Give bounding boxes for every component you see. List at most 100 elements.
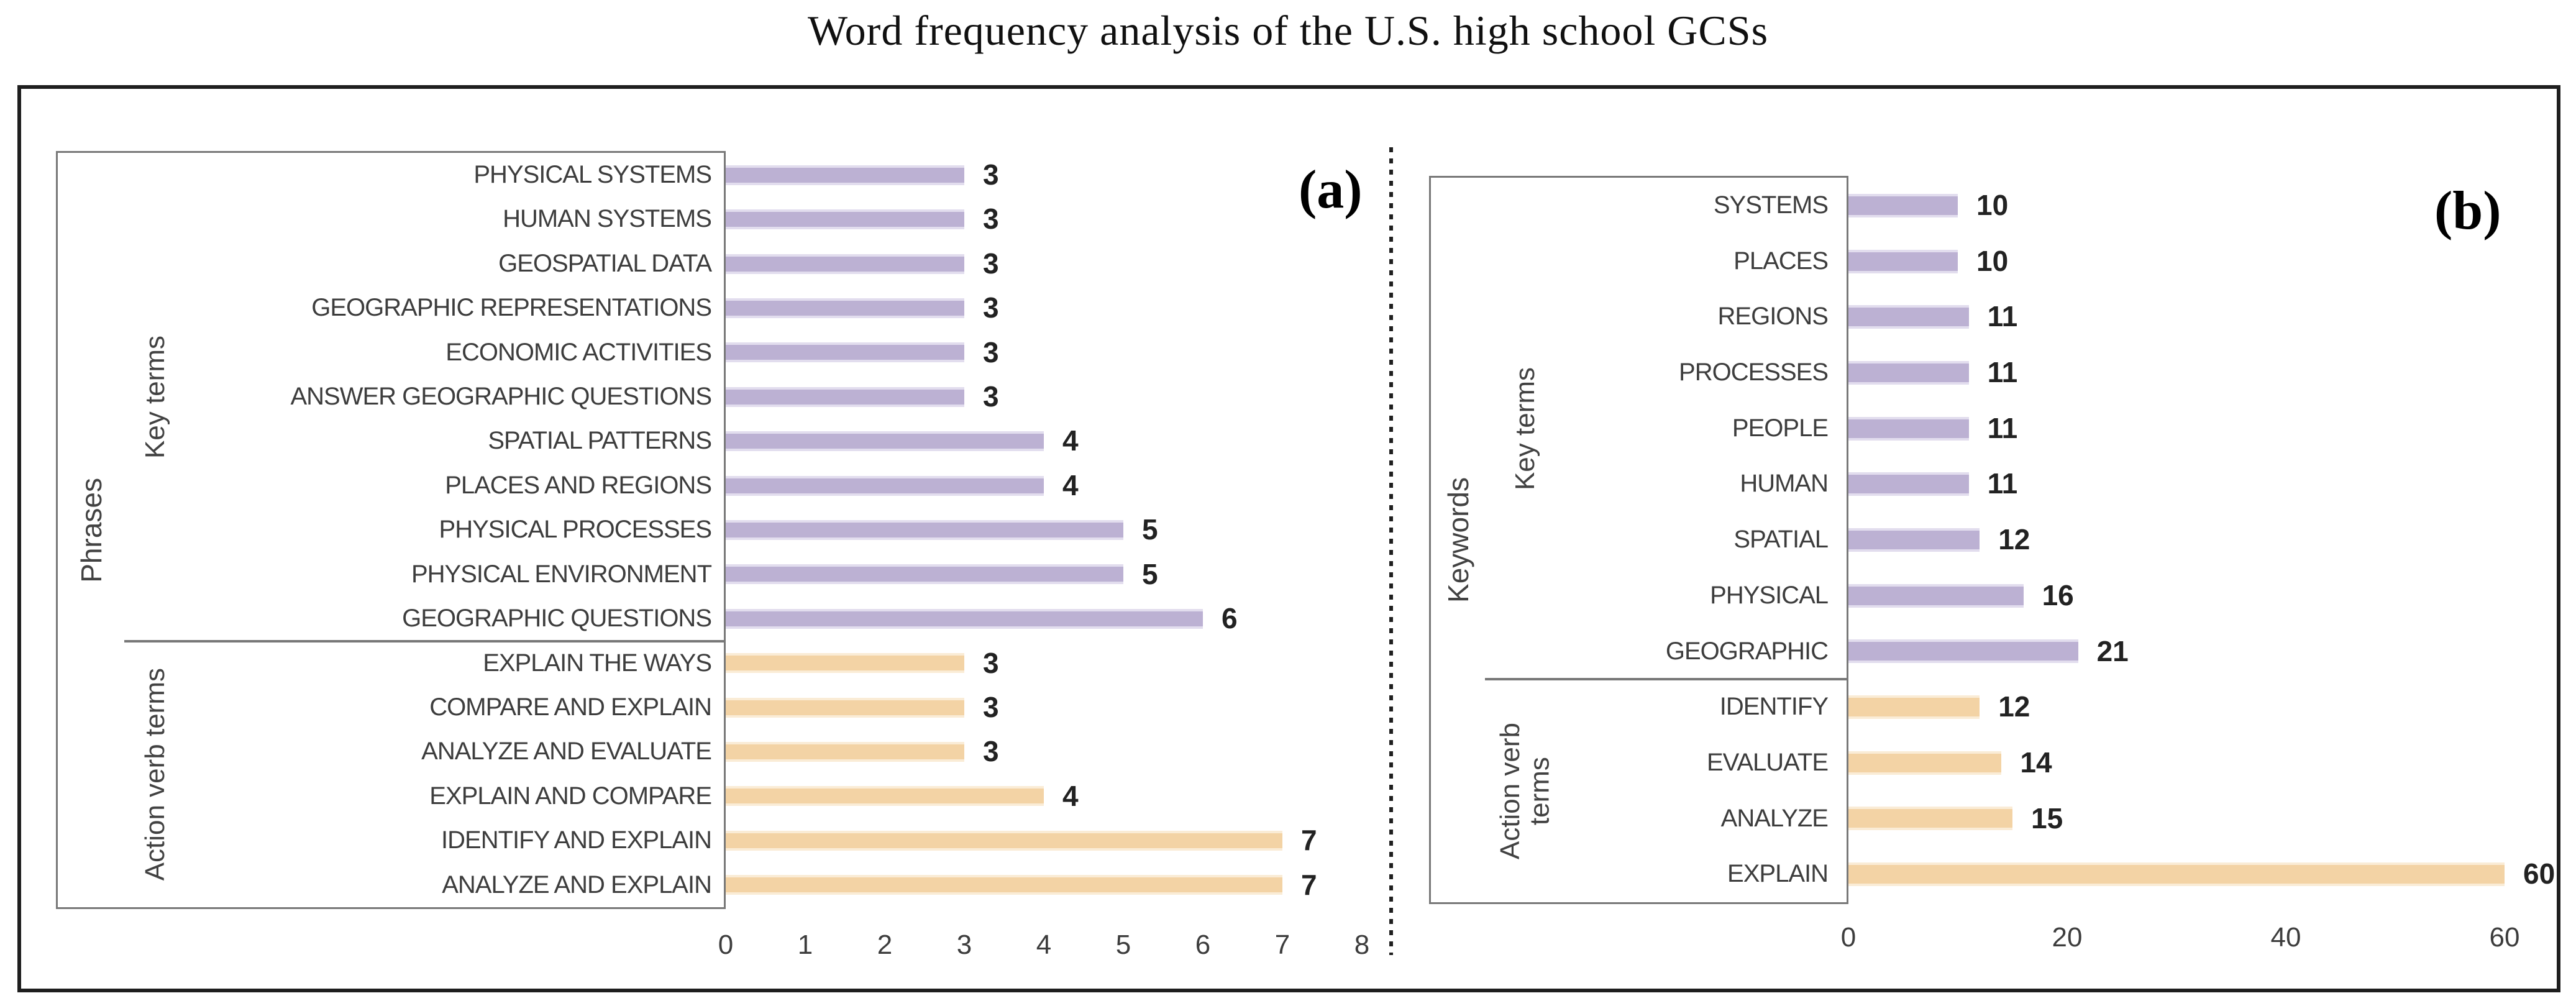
frequency-bar <box>726 653 964 674</box>
frequency-bar <box>1848 305 1969 329</box>
frequency-bar <box>726 875 1282 895</box>
category-label: ECONOMIC ACTIVITIES <box>445 338 712 366</box>
category-label: PLACES <box>1733 247 1829 275</box>
value-label: 4 <box>1062 779 1079 812</box>
category-label: ANALYZE <box>1720 804 1829 832</box>
value-label: 3 <box>983 735 999 768</box>
panel-letter: (a) <box>1299 160 1363 220</box>
value-label: 3 <box>983 380 999 413</box>
value-label: 7 <box>1301 824 1317 857</box>
x-axis-tick-label: 4 <box>1036 930 1052 960</box>
category-label: EVALUATE <box>1706 748 1829 776</box>
value-label: 11 <box>1987 356 2018 389</box>
value-label: 3 <box>983 247 999 280</box>
group-divider-line <box>124 639 724 642</box>
x-axis-tick-label: 0 <box>718 930 734 960</box>
x-axis-tick-label: 8 <box>1354 930 1370 960</box>
frequency-bar <box>1848 249 1958 273</box>
category-label: PHYSICAL PROCESSES <box>439 516 712 544</box>
figure-title: Word frequency analysis of the U.S. high… <box>807 7 1769 54</box>
category-label: IDENTIFY AND EXPLAIN <box>441 826 712 854</box>
bars-plot-area: 10 10 11 11 11 11 12 16 21 12 14 15 60 <box>1848 178 2557 902</box>
frequency-bar <box>726 830 1282 851</box>
category-label: HUMAN SYSTEMS <box>503 205 712 233</box>
panel-b-keywords-chart: Keywords 10 10 11 11 11 11 12 16 21 12 14 15 6 0 Key te… <box>21 89 2557 989</box>
frequency-bar <box>726 697 964 718</box>
frequency-bar <box>1848 528 1980 552</box>
value-label: 5 <box>1142 557 1158 590</box>
frequency-bar <box>1848 695 1980 720</box>
value-label: 12 <box>1998 690 2030 723</box>
frequency-bar <box>1848 862 2505 887</box>
value-label: 15 <box>2031 802 2063 835</box>
value-label: 11 <box>1987 300 2018 333</box>
category-label: COMPARE AND EXPLAIN <box>429 693 712 721</box>
category-label: EXPLAIN <box>1727 860 1829 888</box>
value-label: 4 <box>1062 424 1079 457</box>
category-label: GEOSPATIAL DATA <box>498 249 712 277</box>
value-label: 3 <box>983 203 999 235</box>
value-label: 12 <box>1998 523 2030 556</box>
category-label-box <box>56 151 726 909</box>
value-label: 16 <box>2042 578 2074 611</box>
frequency-bar <box>726 431 1044 452</box>
value-label: 5 <box>1142 513 1158 546</box>
value-label: 3 <box>983 291 999 324</box>
category-label: GEOGRAPHIC QUESTIONS <box>402 605 712 633</box>
category-label: ANSWER GEOGRAPHIC QUESTIONS <box>290 383 712 411</box>
x-axis-tick-label: 0 <box>1840 922 1857 953</box>
value-label: 14 <box>2020 746 2052 779</box>
category-label: ANALYZE AND EVALUATE <box>421 738 712 766</box>
frequency-bar <box>1848 751 2002 775</box>
x-axis-tick-label: 20 <box>2052 922 2083 953</box>
value-label: 4 <box>1062 469 1079 501</box>
frequency-bar <box>726 742 964 762</box>
panel-a-phrases-chart: Phrases 3 3 3 3 3 3 4 4 5 5 6 3 3 3 4 7 7 Key terms PHYSICA… <box>21 89 2557 989</box>
x-axis-tick-label: 40 <box>2270 922 2301 953</box>
frequency-bar <box>726 608 1203 629</box>
frequency-bar <box>726 254 964 274</box>
frequency-bar <box>1848 360 1969 385</box>
frequency-bar <box>726 786 1044 807</box>
axis-category-label-text: Keywords <box>1442 477 1475 603</box>
x-axis-tick-label: 7 <box>1274 930 1290 960</box>
category-label: GEOGRAPHIC <box>1665 637 1829 665</box>
category-label: SPATIAL <box>1733 526 1829 554</box>
panel-divider-dotted-line <box>1389 147 1393 955</box>
frequency-bar <box>726 298 964 318</box>
frequency-bar <box>726 342 964 363</box>
value-label: 7 <box>1301 868 1317 901</box>
value-label: 11 <box>1987 411 2018 444</box>
group-label: Key terms <box>1485 178 1566 679</box>
category-label: PHYSICAL <box>1710 581 1829 609</box>
group-label-text: Action verb terms <box>1495 722 1555 859</box>
category-label: SPATIAL PATTERNS <box>488 427 712 455</box>
frequency-bar <box>726 520 1123 540</box>
panel-letter: (b) <box>2434 181 2501 241</box>
frequency-bar <box>1848 807 2012 831</box>
category-label: PHYSICAL SYSTEMS <box>473 161 712 188</box>
group-label-text: Key terms <box>1510 367 1541 490</box>
value-label: 3 <box>983 158 999 191</box>
x-axis-tick-label: 6 <box>1195 930 1211 960</box>
category-label: EXPLAIN AND COMPARE <box>429 782 712 810</box>
frequency-bar <box>726 475 1044 496</box>
category-label: EXPLAIN THE WAYS <box>483 649 712 677</box>
category-label: PEOPLE <box>1732 414 1829 442</box>
value-label: 3 <box>983 690 999 723</box>
axis-category-label: Keywords <box>1431 178 1487 902</box>
frequency-bar <box>726 165 964 185</box>
value-label: 3 <box>983 646 999 679</box>
value-label: 21 <box>2096 634 2129 667</box>
category-label: IDENTIFY <box>1719 693 1829 721</box>
frequency-bar <box>1848 472 1969 496</box>
value-label: 10 <box>1976 244 2009 277</box>
frequency-bar <box>1848 193 1958 217</box>
frequency-bar <box>1848 639 2078 664</box>
bars-plot-area: 3 3 3 3 3 3 4 4 5 5 6 3 3 3 4 7 7 <box>726 153 1412 907</box>
value-label: 10 <box>1976 189 2009 221</box>
x-axis-tick-label: 2 <box>877 930 893 960</box>
frequency-bar <box>726 209 964 230</box>
frequency-bar <box>1848 583 2024 608</box>
value-label: 11 <box>1987 467 2018 500</box>
